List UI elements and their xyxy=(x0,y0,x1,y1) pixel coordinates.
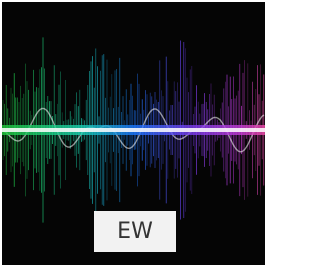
page: EW (() => { const data = JSON.parse(docu… xyxy=(0,0,267,267)
wave-highlight xyxy=(2,128,265,132)
thumbnail: EW xyxy=(0,0,267,267)
label: EW xyxy=(117,219,153,244)
